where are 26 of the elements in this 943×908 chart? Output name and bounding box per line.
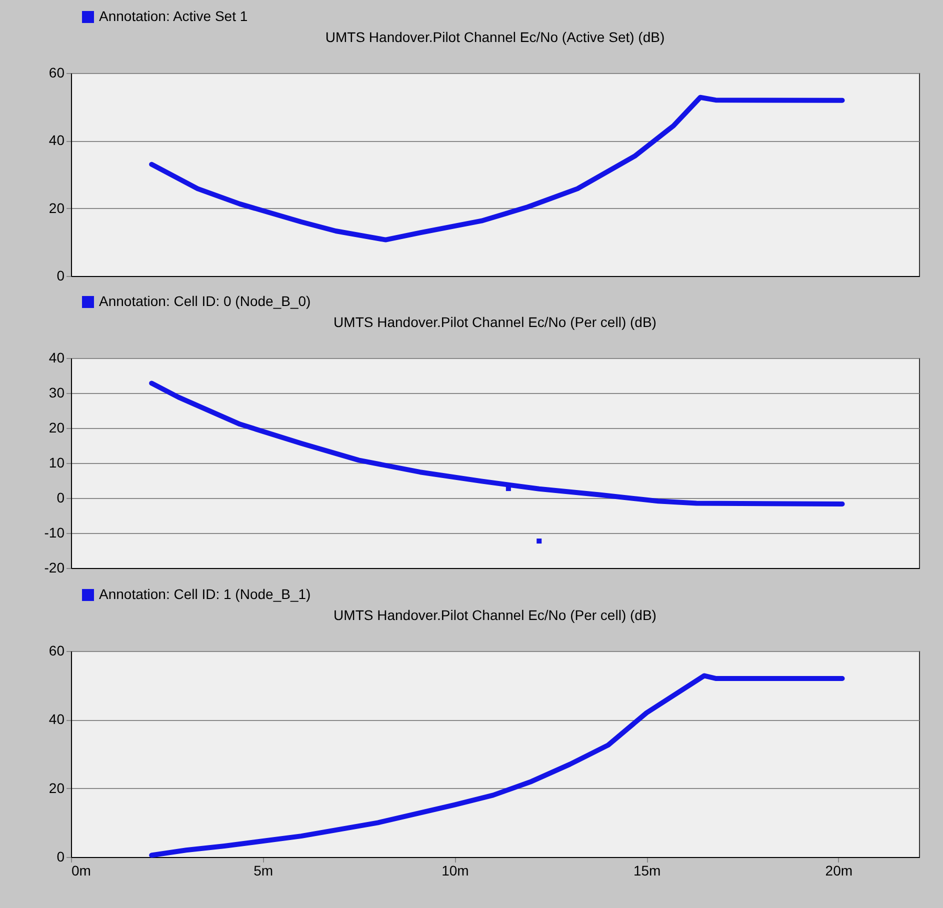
y-tick-label: 10 bbox=[48, 454, 65, 470]
x-tick-label: 15m bbox=[633, 862, 661, 878]
y-tick-label: 60 bbox=[48, 64, 65, 80]
y-tick-label: 60 bbox=[48, 642, 65, 658]
y-tick-label: 0 bbox=[56, 268, 65, 284]
chart-title: UMTS Handover.Pilot Channel Ec/No (Active Set) (dB) bbox=[325, 29, 665, 45]
y-tick-label: 20 bbox=[48, 420, 65, 436]
y-tick-label: -10 bbox=[44, 524, 65, 540]
chart-title: UMTS Handover.Pilot Channel Ec/No (Per cell) (dB) bbox=[334, 607, 656, 623]
y-tick-label: 30 bbox=[48, 384, 65, 400]
x-tick-label: 20m bbox=[825, 862, 853, 878]
y-tick-label: 40 bbox=[48, 132, 65, 148]
x-tick-label: 0m bbox=[72, 862, 91, 878]
y-tick-label: 40 bbox=[48, 350, 65, 366]
x-tick-label: 5m bbox=[254, 862, 274, 878]
y-tick-label: 20 bbox=[48, 200, 65, 216]
legend-label: Annotation: Active Set 1 bbox=[99, 8, 248, 24]
x-tick-label: 10m bbox=[442, 862, 469, 878]
y-tick-label: 0 bbox=[56, 490, 65, 506]
y-tick-label: -20 bbox=[44, 560, 65, 576]
y-tick-label: 0 bbox=[56, 848, 65, 864]
chart-title: UMTS Handover.Pilot Channel Ec/No (Per cell) (dB) bbox=[334, 314, 656, 330]
legend-label: Annotation: Cell ID: 0 (Node_B_0) bbox=[99, 293, 311, 309]
legend-label: Annotation: Cell ID: 1 (Node_B_1) bbox=[99, 586, 311, 602]
y-tick-label: 40 bbox=[48, 711, 65, 728]
y-tick-label: 20 bbox=[48, 780, 65, 796]
